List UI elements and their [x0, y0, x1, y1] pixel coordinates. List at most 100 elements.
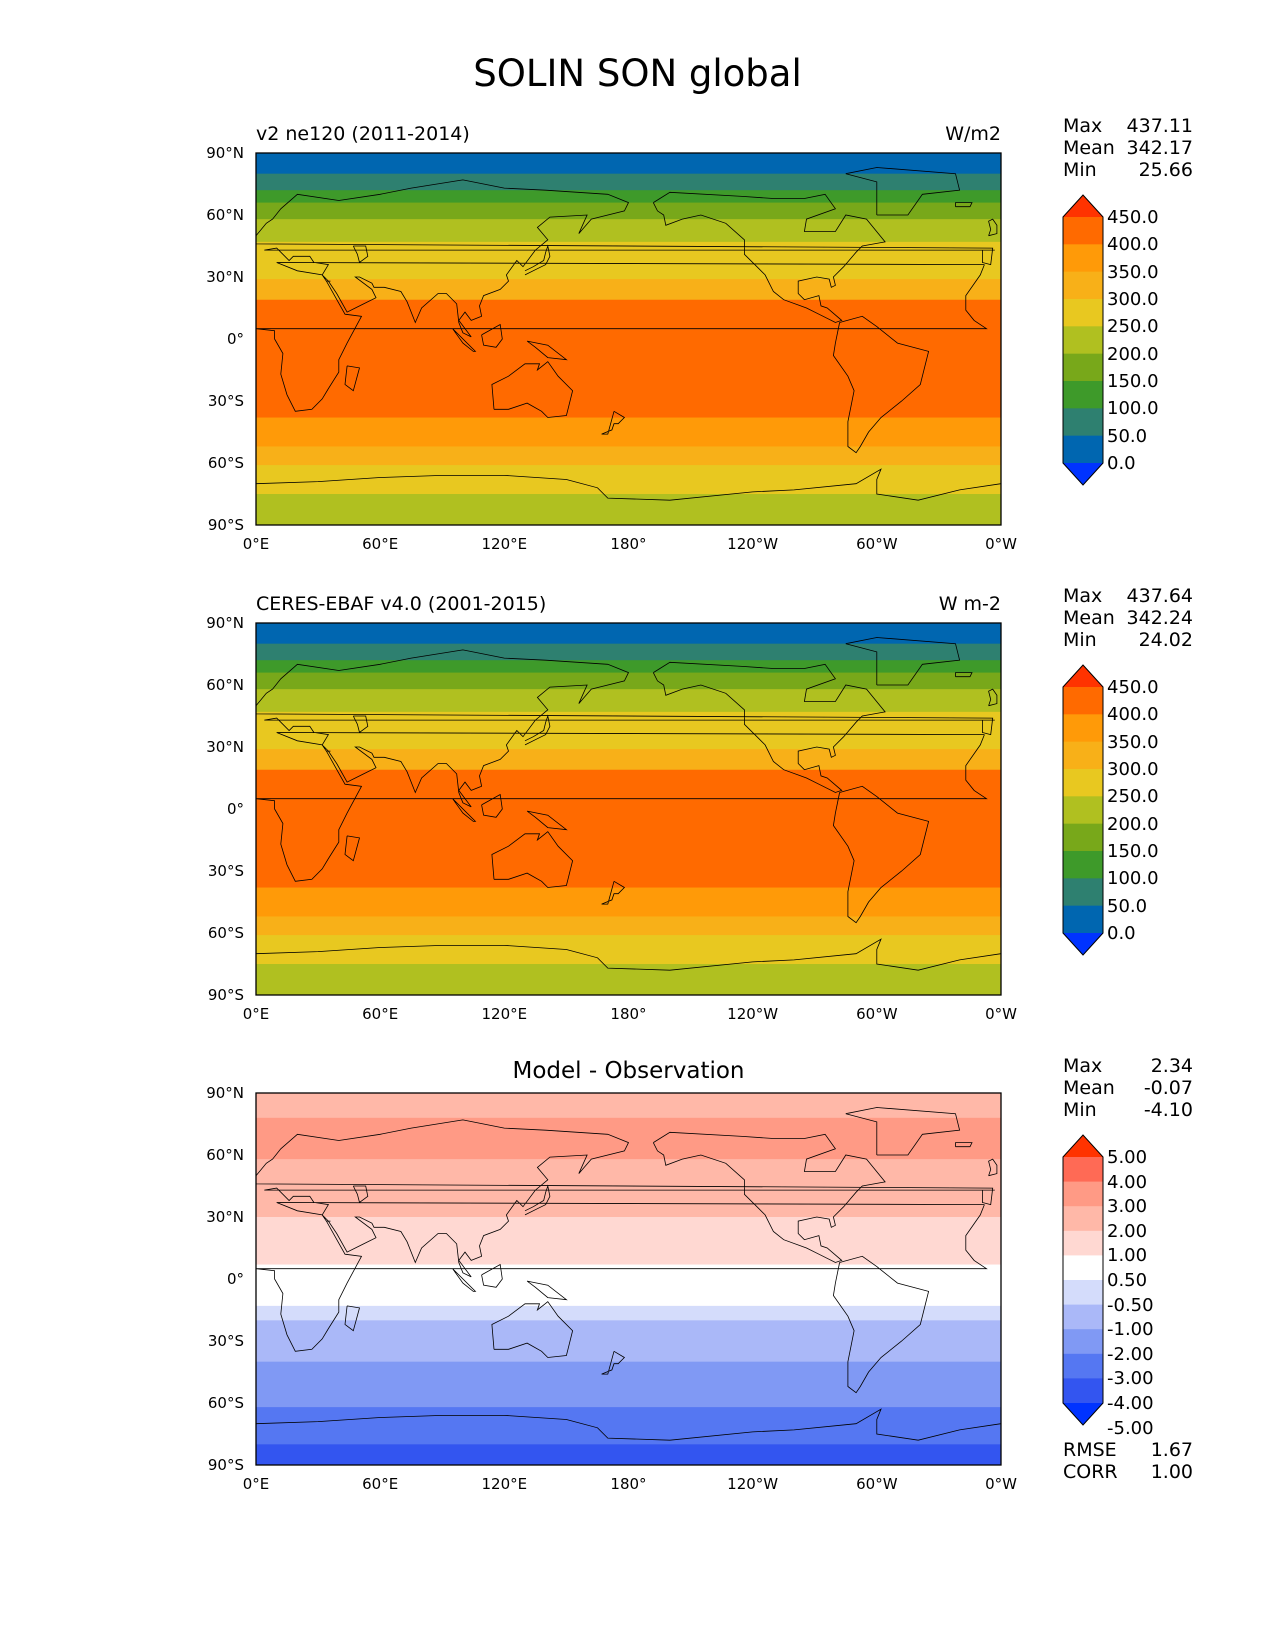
colorbar-label: 150.0 [1107, 371, 1159, 392]
x-tick-label: 60°E [362, 1475, 399, 1493]
colorbar-label: -1.00 [1107, 1319, 1154, 1341]
lat-band [256, 623, 1001, 645]
x-tick-label: 120°E [481, 1475, 528, 1493]
stat-value: -0.07 [1143, 1077, 1193, 1099]
stats-box: Max 2.34 Mean -0.07 Min -4.10 [1063, 1055, 1193, 1121]
colorbar-segment [1063, 714, 1103, 743]
stat-label: Min [1063, 629, 1097, 651]
stat-label: RMSE [1063, 1439, 1117, 1461]
stat-value: 437.11 [1126, 115, 1193, 137]
stat-label: Mean [1063, 137, 1115, 159]
lat-band [256, 935, 1001, 965]
colorbar [1062, 1134, 1104, 1426]
lat-band [256, 672, 1001, 690]
colorbar-segment [1063, 271, 1103, 300]
x-tick-label: 180° [610, 1475, 647, 1493]
colorbar-segment [1063, 878, 1103, 907]
lat-band [256, 964, 1001, 996]
colorbar-segment [1063, 1329, 1103, 1355]
y-tick-label: 30°S [207, 1332, 244, 1350]
x-tick-label: 0°E [242, 535, 270, 553]
y-tick-label: 60°S [207, 454, 244, 472]
y-tick-label: 90°S [207, 1456, 244, 1474]
colorbar-label: -5.00 [1107, 1417, 1154, 1439]
rmse-corr-box: RMSE 1.67 CORR 1.00 [1063, 1439, 1193, 1483]
colorbar-label: 50.0 [1107, 895, 1148, 917]
coastlines [255, 1107, 1002, 1441]
colorbar-label: 0.0 [1107, 923, 1136, 944]
stats-box: Max 437.64 Mean 342.24 Min 24.02 [1063, 585, 1193, 651]
coastlines [255, 167, 1002, 501]
y-tick-label: 30°N [206, 268, 244, 286]
colorbar-label: 4.00 [1107, 1171, 1148, 1193]
lat-band [256, 417, 1001, 447]
colorbar-label: 5.00 [1107, 1147, 1148, 1168]
y-tick-label: 60°N [206, 676, 244, 694]
x-tick-label: 60°W [856, 1005, 898, 1023]
x-tick-label: 120°E [481, 1005, 528, 1023]
y-tick-label: 30°N [206, 738, 244, 756]
colorbar-segment [1063, 1157, 1103, 1183]
lat-band [256, 711, 1001, 750]
lat-band [256, 689, 1001, 713]
lat-band [256, 299, 1001, 361]
stat-label: Max [1063, 1055, 1103, 1077]
colorbar-segment [1063, 1255, 1103, 1281]
colorbar-segment [1063, 823, 1103, 852]
stats-box: Max 437.11 Mean 342.17 Min 25.66 [1063, 115, 1193, 181]
stat-value: 24.02 [1138, 629, 1193, 651]
stat-value: 1.00 [1150, 1461, 1193, 1483]
map-frame [255, 1092, 1002, 1466]
panel-title: v2 ne120 (2011-2014) [256, 123, 470, 145]
colorbar-label: 100.0 [1107, 398, 1159, 420]
stat-label: Min [1063, 159, 1097, 181]
lat-band [256, 173, 1001, 191]
x-tick-label: 60°E [362, 1005, 399, 1023]
y-tick-label: 0° [226, 1270, 244, 1288]
y-tick-label: 90°S [207, 516, 244, 534]
panel-units: W m-2 [938, 593, 1001, 615]
stat-value: 342.17 [1126, 137, 1193, 159]
colorbar-segment [1063, 1353, 1103, 1379]
y-tick-label: 60°N [206, 206, 244, 224]
colorbar-segment [1063, 1181, 1103, 1207]
lat-band [256, 1217, 1001, 1241]
map-plot [255, 152, 1002, 526]
colorbar-label: 100.0 [1107, 868, 1159, 890]
lat-band [256, 1320, 1001, 1363]
colorbar-segment [1063, 769, 1103, 797]
stat-value: 437.64 [1126, 585, 1193, 607]
x-tick-label: 0°W [985, 1005, 1017, 1023]
lat-band [256, 279, 1001, 301]
lat-band [256, 446, 1001, 466]
x-tick-label: 60°W [856, 535, 898, 553]
y-tick-label: 90°N [206, 614, 244, 632]
lat-band [256, 465, 1001, 495]
y-tick-label: 60°S [207, 1394, 244, 1412]
colorbar-label: 0.0 [1107, 453, 1136, 474]
x-tick-label: 120°W [727, 535, 779, 553]
colorbar-label: 0.50 [1107, 1270, 1148, 1291]
colorbar-label: -3.00 [1107, 1368, 1154, 1390]
y-tick-label: 30°S [207, 392, 244, 410]
colorbar-label: 3.00 [1107, 1196, 1148, 1218]
lat-band [256, 241, 1001, 280]
x-tick-label: 120°W [727, 1475, 779, 1493]
lat-band [256, 219, 1001, 243]
lat-band [256, 643, 1001, 661]
colorbar-label: 250.0 [1107, 316, 1159, 338]
lat-band [256, 359, 1001, 419]
x-tick-label: 0°W [985, 535, 1017, 553]
colorbar-label: -2.00 [1107, 1343, 1154, 1365]
lat-band [256, 1159, 1001, 1218]
y-tick-label: 90°N [206, 1084, 244, 1102]
panel-title: Model - Observation [512, 1058, 745, 1084]
colorbar-segment [1063, 1206, 1103, 1232]
colorbar-segment [1063, 1378, 1103, 1404]
colorbar-label: 300.0 [1107, 759, 1159, 780]
y-tick-label: 90°S [207, 986, 244, 1004]
colorbar-label: 200.0 [1107, 343, 1159, 365]
x-tick-label: 0°E [242, 1005, 270, 1023]
x-tick-label: 180° [610, 1005, 647, 1023]
stat-value: 2.34 [1150, 1055, 1193, 1077]
